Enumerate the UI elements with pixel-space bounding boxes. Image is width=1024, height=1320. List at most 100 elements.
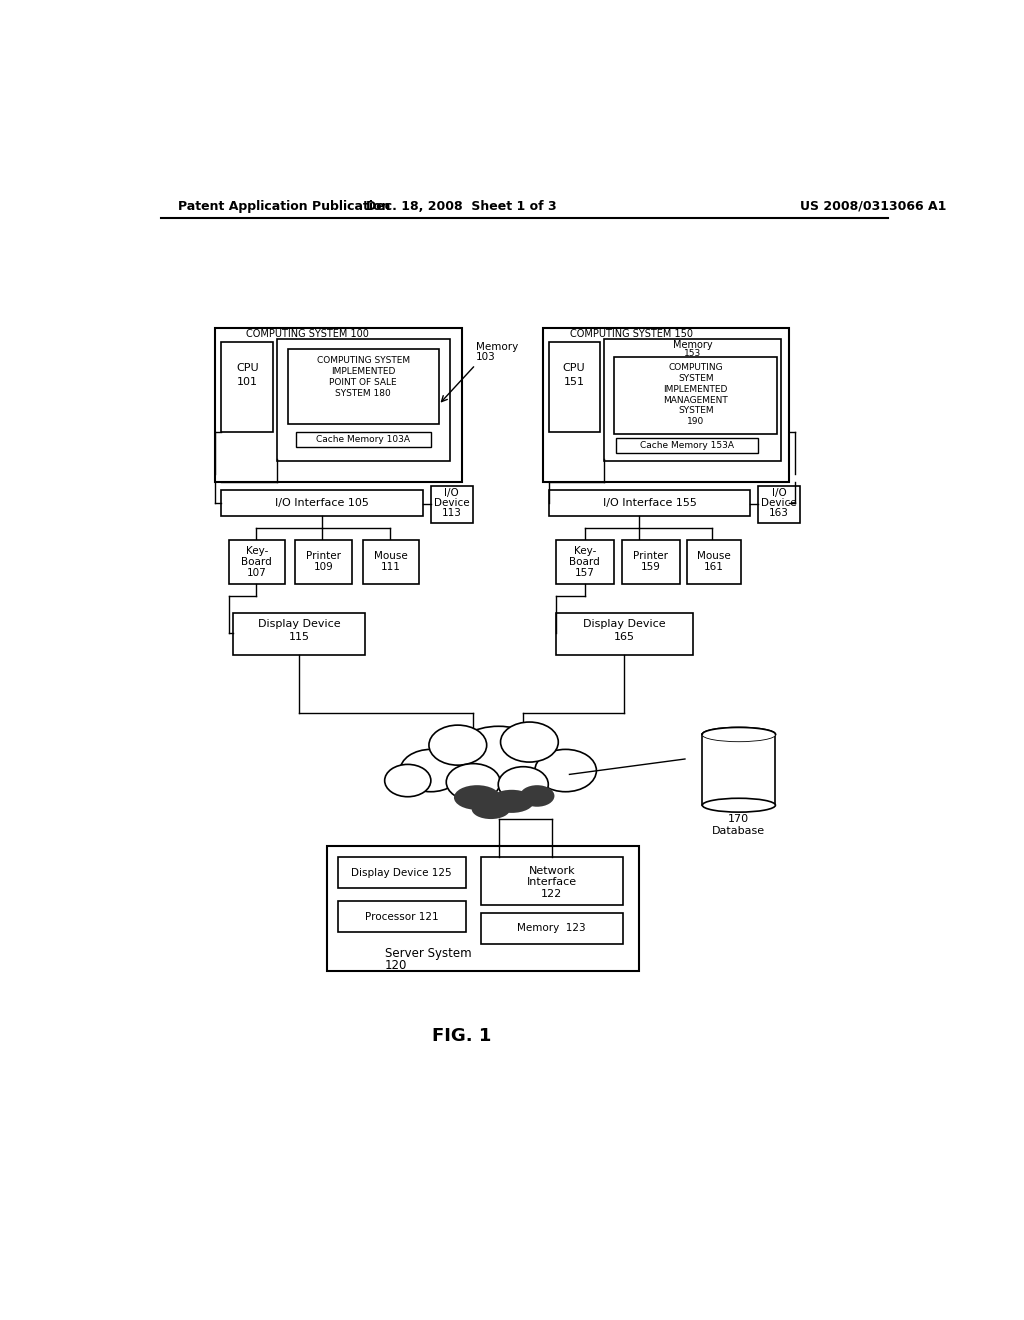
Text: Network 130: Network 130 — [444, 743, 524, 756]
Text: 165: 165 — [613, 631, 635, 642]
Text: SYSTEM: SYSTEM — [678, 407, 714, 416]
Bar — [549, 490, 751, 516]
Text: 107: 107 — [247, 568, 266, 578]
Bar — [221, 342, 273, 432]
Bar — [215, 327, 462, 482]
Text: COMPUTING SYSTEM: COMPUTING SYSTEM — [316, 356, 410, 366]
Ellipse shape — [446, 763, 500, 800]
Text: Display Device: Display Device — [258, 619, 341, 630]
Text: Mouse: Mouse — [697, 552, 731, 561]
Bar — [276, 339, 451, 461]
Text: Network: Network — [528, 866, 575, 875]
Bar — [295, 540, 352, 585]
Bar — [431, 486, 473, 523]
Text: 122: 122 — [541, 888, 562, 899]
Text: Mouse: Mouse — [374, 552, 408, 561]
Ellipse shape — [702, 799, 775, 812]
Text: IMPLEMENTED: IMPLEMENTED — [664, 385, 728, 393]
Text: MANAGEMENT: MANAGEMENT — [664, 396, 728, 405]
Text: COMPUTING: COMPUTING — [669, 363, 723, 372]
Bar — [289, 350, 438, 424]
Text: Interface: Interface — [526, 878, 577, 887]
Ellipse shape — [520, 785, 554, 807]
Text: Key-: Key- — [573, 546, 596, 556]
Text: 120: 120 — [385, 958, 407, 972]
Bar — [549, 342, 600, 432]
Text: 190: 190 — [687, 417, 705, 426]
Text: Cache Memory 103A: Cache Memory 103A — [316, 436, 410, 444]
Text: Printer: Printer — [633, 552, 668, 561]
Bar — [556, 540, 614, 585]
Text: Database: Database — [713, 825, 765, 836]
Text: Printer: Printer — [306, 552, 341, 561]
Bar — [556, 612, 692, 655]
Bar — [615, 438, 758, 453]
Bar — [614, 358, 777, 434]
Text: 101: 101 — [238, 376, 258, 387]
Text: Key-: Key- — [246, 546, 268, 556]
Bar — [364, 540, 419, 585]
Bar — [702, 734, 775, 805]
Bar — [233, 612, 366, 655]
Bar — [687, 540, 741, 585]
Text: Memory: Memory — [673, 339, 713, 350]
Text: COMPUTING SYSTEM 100: COMPUTING SYSTEM 100 — [246, 329, 369, 339]
Text: CPU: CPU — [563, 363, 586, 372]
Text: Dec. 18, 2008  Sheet 1 of 3: Dec. 18, 2008 Sheet 1 of 3 — [367, 199, 557, 213]
Text: Processor 121: Processor 121 — [365, 912, 438, 921]
Ellipse shape — [501, 722, 558, 762]
Text: Board: Board — [242, 557, 272, 566]
Text: Cache Memory 153A: Cache Memory 153A — [640, 441, 733, 450]
Ellipse shape — [385, 764, 431, 797]
Bar — [339, 902, 466, 932]
Ellipse shape — [535, 750, 596, 792]
Text: I/O: I/O — [444, 488, 459, 499]
Text: Display Device 125: Display Device 125 — [351, 869, 452, 878]
Text: SYSTEM 180: SYSTEM 180 — [335, 389, 391, 397]
Text: Server System: Server System — [385, 946, 471, 960]
Ellipse shape — [489, 789, 535, 813]
Bar — [296, 432, 431, 447]
Text: Memory: Memory — [475, 342, 518, 352]
Text: 151: 151 — [563, 376, 585, 387]
Bar — [622, 540, 680, 585]
Text: CPU: CPU — [237, 363, 259, 372]
Ellipse shape — [453, 726, 545, 784]
Text: Device: Device — [761, 499, 797, 508]
Bar — [221, 490, 423, 516]
Text: 103: 103 — [475, 352, 496, 362]
Text: SYSTEM: SYSTEM — [678, 374, 714, 383]
Text: I/O Interface 155: I/O Interface 155 — [602, 498, 696, 508]
Bar — [327, 846, 639, 970]
Text: I/O Interface 105: I/O Interface 105 — [275, 498, 370, 508]
Text: Memory  123: Memory 123 — [517, 924, 586, 933]
Bar — [543, 327, 788, 482]
Text: Patent Application Publication: Patent Application Publication — [178, 199, 391, 213]
Text: 109: 109 — [314, 562, 334, 573]
Bar — [604, 339, 781, 461]
Ellipse shape — [400, 750, 462, 792]
Text: COMPUTING SYSTEM 150: COMPUTING SYSTEM 150 — [569, 329, 692, 339]
Text: Device: Device — [434, 499, 469, 508]
Ellipse shape — [472, 799, 510, 818]
Ellipse shape — [702, 727, 775, 742]
Bar — [339, 857, 466, 888]
Text: 111: 111 — [381, 562, 400, 573]
Ellipse shape — [702, 727, 775, 742]
Text: IMPLEMENTED: IMPLEMENTED — [331, 367, 395, 376]
Text: US 2008/0313066 A1: US 2008/0313066 A1 — [801, 199, 947, 213]
Ellipse shape — [499, 767, 548, 803]
Text: 115: 115 — [289, 631, 309, 642]
Text: 170: 170 — [728, 814, 750, 824]
Bar — [481, 913, 624, 944]
Text: 153: 153 — [684, 348, 701, 358]
Bar — [758, 486, 801, 523]
Text: FIG. 1: FIG. 1 — [432, 1027, 492, 1045]
Text: I/O: I/O — [771, 488, 786, 499]
Text: 161: 161 — [705, 562, 724, 573]
Text: 163: 163 — [769, 508, 788, 519]
Text: Board: Board — [569, 557, 600, 566]
Text: POINT OF SALE: POINT OF SALE — [330, 378, 397, 387]
Ellipse shape — [454, 785, 500, 809]
Text: Display Device: Display Device — [583, 619, 666, 630]
